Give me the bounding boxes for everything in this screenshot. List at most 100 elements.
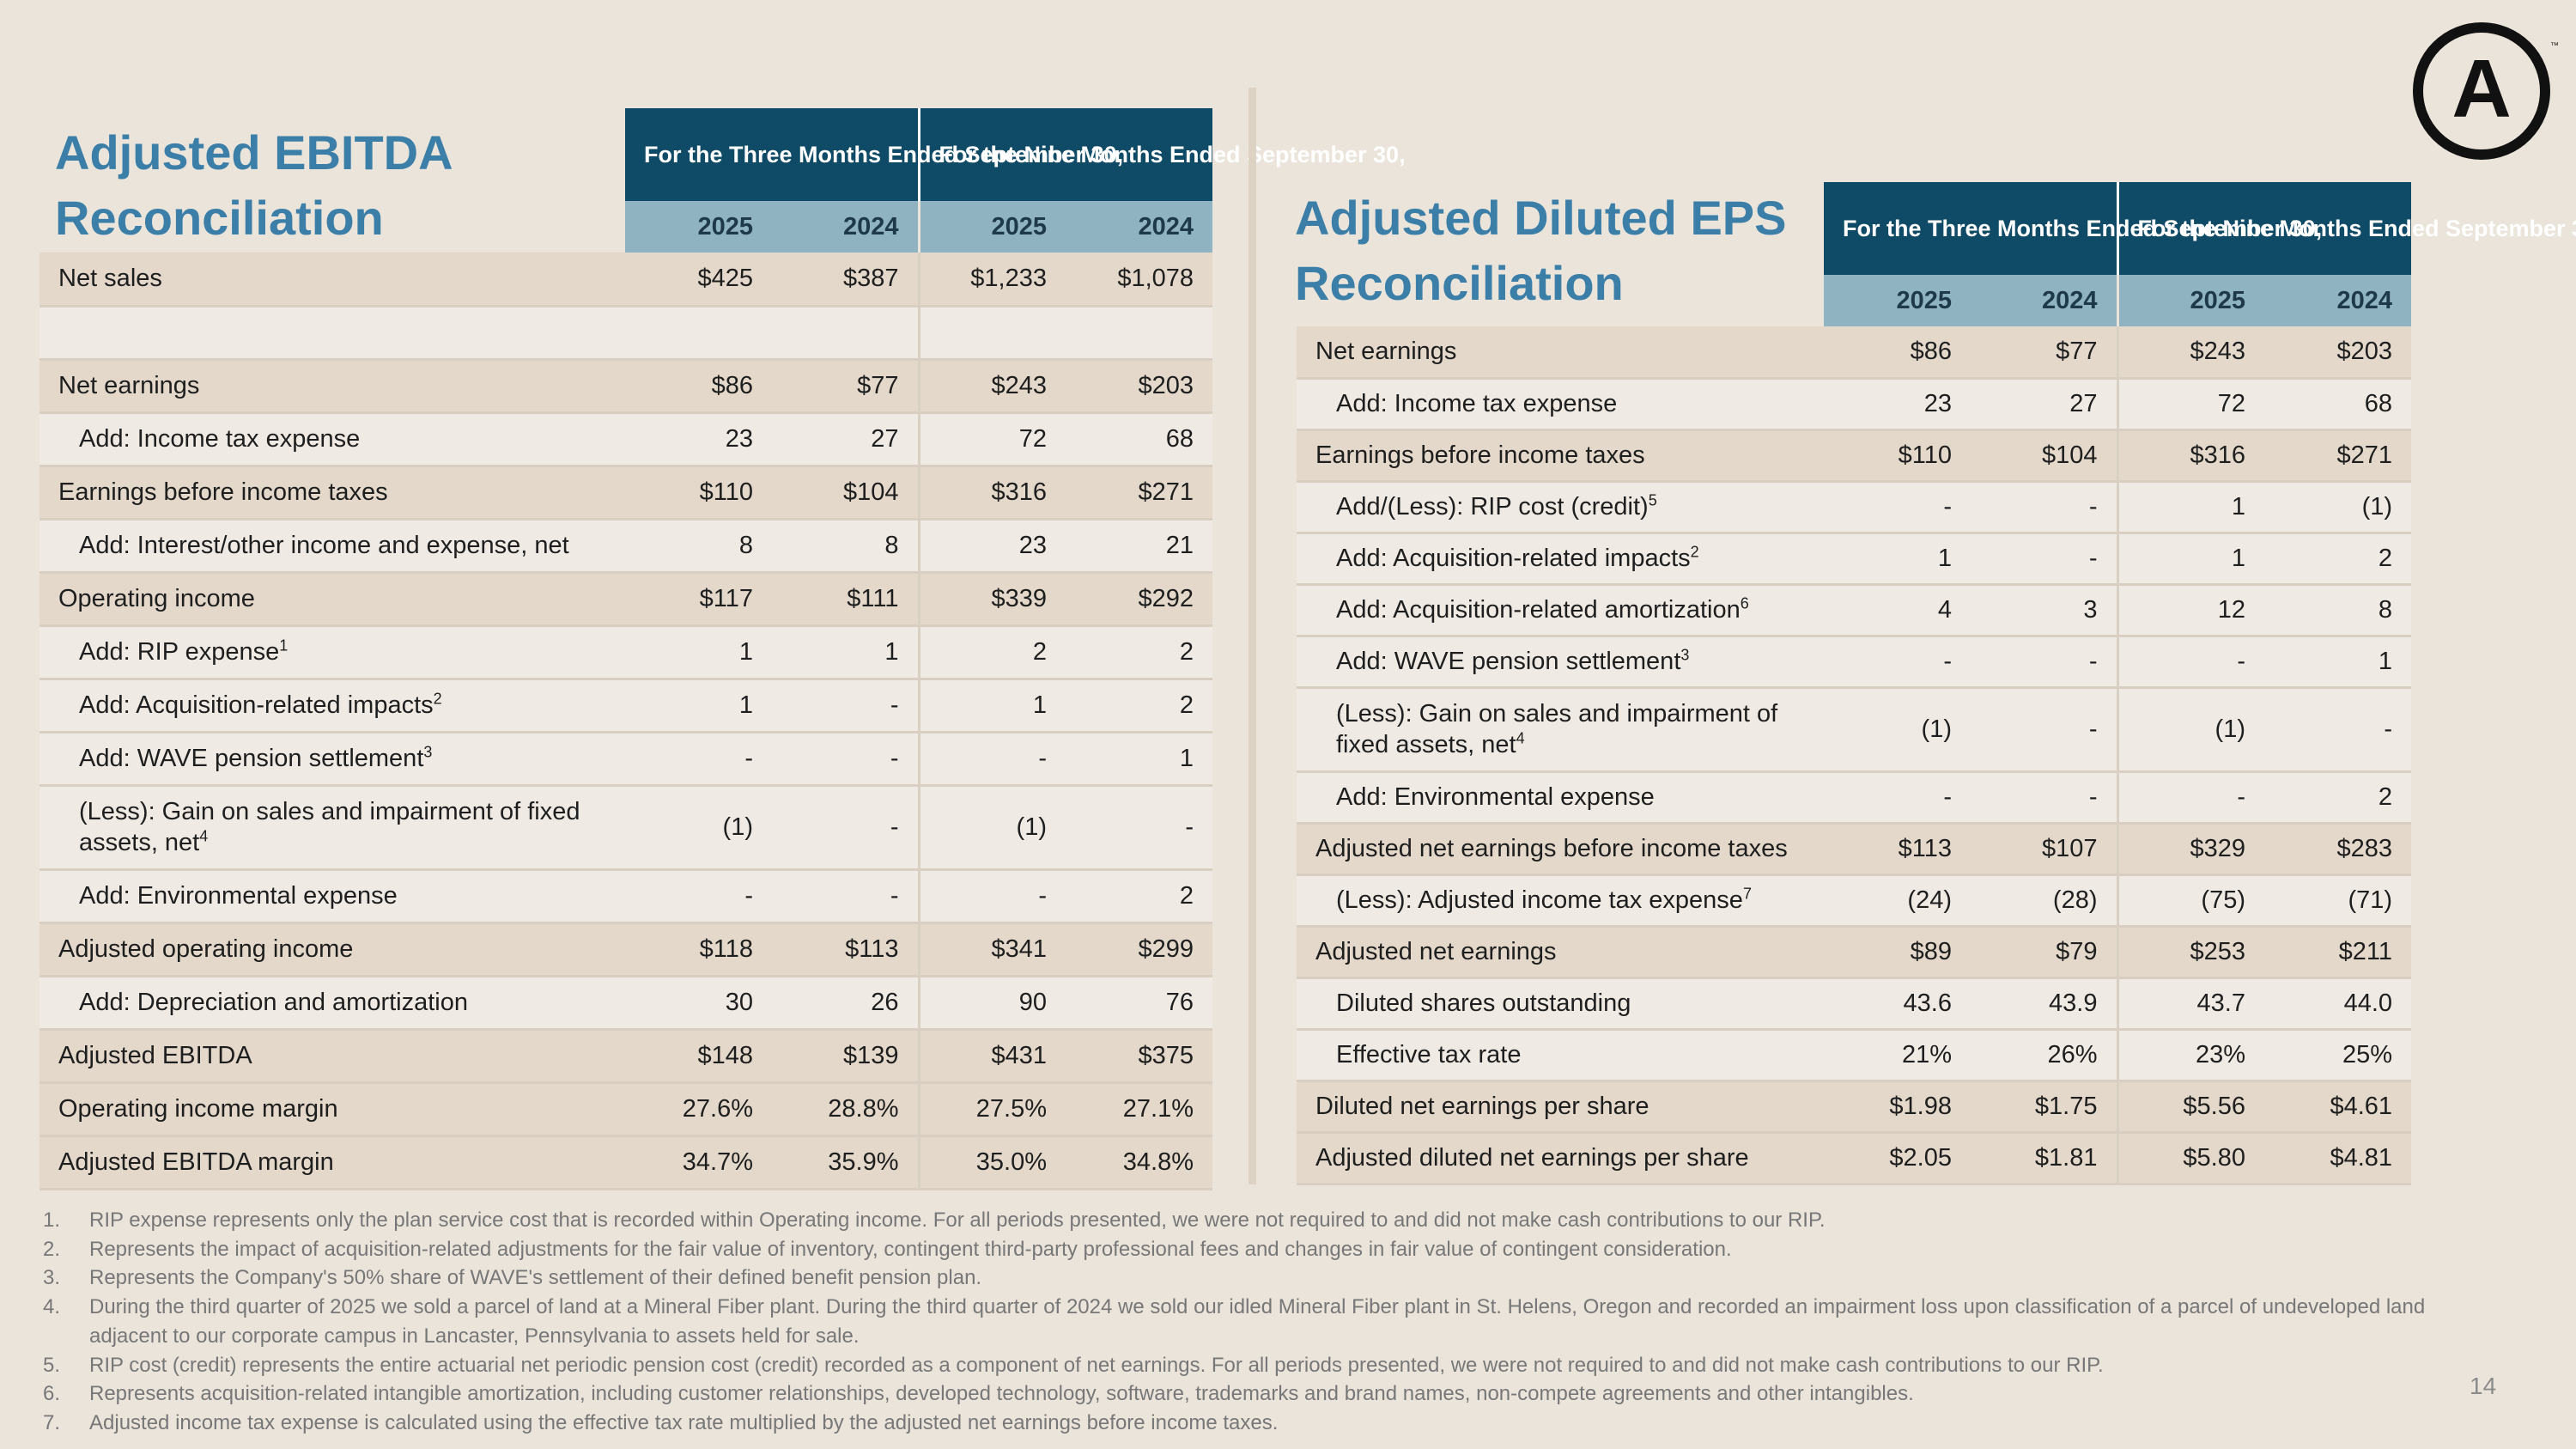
cell-value: $79 bbox=[1971, 926, 2117, 979]
eps-year-header: 2024 bbox=[2264, 275, 2412, 326]
cell-value: - bbox=[2116, 636, 2264, 689]
footnote-item: 4. During the third quarter of 2025 we so… bbox=[43, 1293, 2499, 1350]
table-row: (Less): Gain on sales and impairment of … bbox=[39, 785, 1213, 871]
cell-value: $4.81 bbox=[2264, 1132, 2412, 1185]
footnote-number: 4. bbox=[43, 1295, 61, 1319]
cell-value: 2 bbox=[1066, 679, 1213, 734]
footnote-ref: 2 bbox=[433, 689, 442, 707]
cell-value: $107 bbox=[1971, 823, 2117, 876]
footnote-item: 1. RIP expense represents only the plan s… bbox=[43, 1206, 2499, 1235]
row-label: Add: Interest/other income and expense, … bbox=[39, 519, 625, 574]
cell-value: (24) bbox=[1824, 874, 1971, 928]
table-row: Net earnings $86 $77 $243 $203 bbox=[1297, 326, 2412, 380]
row-label: Add: Environmental expense bbox=[1297, 771, 1824, 825]
table-row: Add: WAVE pension settlement3- - -1 bbox=[1297, 636, 2412, 689]
table-row: Add/(Less): RIP cost (credit)5- -1 (1) bbox=[1297, 481, 2412, 534]
table-row: Adjusted EBITDA margin 34.7% 35.9% 35.0% 34.… bbox=[39, 1135, 1213, 1190]
row-label: Add: Environmental expense bbox=[39, 869, 625, 924]
row-label: (Less): Gain on sales and impairment of … bbox=[39, 785, 625, 871]
cell-value: $117 bbox=[625, 572, 772, 627]
cell-value: - bbox=[1971, 533, 2117, 586]
footnote-text: Represents acquisition-related intangibl… bbox=[89, 1382, 1914, 1406]
cell-value: (1) bbox=[2116, 687, 2264, 773]
table-row: Add: Acquisition-related impacts2 1-1 2 bbox=[39, 679, 1213, 734]
column-divider bbox=[1249, 88, 1256, 1184]
cell-value: (28) bbox=[1971, 874, 2117, 928]
cell-value: - bbox=[1971, 481, 2117, 534]
row-label: Operating income bbox=[39, 572, 625, 627]
table-row: Net earnings $86 $77 $243 $203 bbox=[39, 359, 1213, 414]
cell-value: 1 bbox=[917, 679, 1066, 734]
cell-value: $139 bbox=[772, 1029, 919, 1084]
row-label: Net sales bbox=[39, 253, 625, 307]
table-row: (Less): Gain on sales and impairment of … bbox=[1297, 687, 2412, 773]
ebitda-year-header: 2024 bbox=[772, 201, 919, 253]
cell-value: 28.8% bbox=[772, 1082, 919, 1137]
table-row: Earnings before income taxes $110 $104 $316… bbox=[1297, 429, 2412, 483]
cell-value: 27 bbox=[772, 412, 919, 467]
cell-value: 2 bbox=[1066, 625, 1213, 680]
cell-value: 25% bbox=[2264, 1029, 2412, 1082]
cell-value: - bbox=[2116, 771, 2264, 825]
row-label: Adjusted net earnings bbox=[1297, 926, 1824, 979]
cell-value: - bbox=[625, 732, 772, 787]
row-label: Earnings before income taxes bbox=[39, 466, 625, 521]
cell-value: 23 bbox=[625, 412, 772, 467]
eps-year-header: 2025 bbox=[1824, 275, 1971, 326]
cell-value: $316 bbox=[917, 466, 1066, 521]
table-row: Operating income margin 27.6% 28.8% 27.5% 27… bbox=[39, 1082, 1213, 1137]
cell-value: 34.8% bbox=[1066, 1135, 1213, 1190]
cell-value: $1.81 bbox=[1971, 1132, 2117, 1185]
trademark-symbol: ™ bbox=[2550, 41, 2559, 51]
cell-value: $1,078 bbox=[1066, 253, 1213, 307]
cell-value: - bbox=[772, 679, 919, 734]
footnote-ref: 5 bbox=[1648, 490, 1657, 508]
footnotes: 1. RIP expense represents only the plan s… bbox=[43, 1206, 2499, 1438]
cell-value: $113 bbox=[1824, 823, 1971, 876]
cell-value: (1) bbox=[2264, 481, 2412, 534]
table-row: Operating income $117 $111 $339 $292 bbox=[39, 572, 1213, 627]
footnote-item: 6. Represents acquisition-related intangi… bbox=[43, 1379, 2499, 1409]
footnote-number: 3. bbox=[43, 1266, 61, 1290]
ebitda-table: For the Three Months Ended September 30,… bbox=[39, 108, 1406, 1190]
cell-value: 23 bbox=[1824, 378, 1971, 431]
footnote-ref: 7 bbox=[1742, 884, 1752, 902]
table-row: Diluted net earnings per share $1.98 $1.75… bbox=[1297, 1081, 2412, 1134]
row-label: (Less): Gain on sales and impairment of … bbox=[1297, 687, 1824, 773]
cell-value: - bbox=[1971, 687, 2117, 773]
cell-value: - bbox=[1824, 481, 1971, 534]
cell-value: 3 bbox=[1971, 584, 2117, 637]
cell-value: $339 bbox=[917, 572, 1066, 627]
cell-value: (1) bbox=[1824, 687, 1971, 773]
row-label: Add: Depreciation and amortization bbox=[39, 976, 625, 1031]
cell-value: $431 bbox=[917, 1029, 1066, 1084]
cell-value: $104 bbox=[1971, 429, 2117, 483]
cell-value: $77 bbox=[772, 359, 919, 414]
cell-value: $86 bbox=[625, 359, 772, 414]
cell-value: $299 bbox=[1066, 922, 1213, 977]
cell-value: $118 bbox=[625, 922, 772, 977]
cell-value bbox=[625, 306, 772, 361]
table-row: Adjusted EBITDA $148 $139 $431 $375 bbox=[39, 1029, 1213, 1084]
eps-three-months-header: For the Three Months Ended September 30, bbox=[1824, 182, 2322, 275]
cell-value: 43.6 bbox=[1824, 977, 1971, 1031]
cell-value: 68 bbox=[2264, 378, 2412, 431]
cell-value: $271 bbox=[1066, 466, 1213, 521]
row-label: Diluted shares outstanding bbox=[1297, 977, 1824, 1031]
cell-value: 1 bbox=[2264, 636, 2412, 689]
ebitda-nine-months-header: For the Nine Months Ended September 30, bbox=[917, 108, 1406, 201]
cell-value: $110 bbox=[1824, 429, 1971, 483]
table-row: Add: Income tax expense 23 27 72 68 bbox=[39, 412, 1213, 467]
row-label: Net earnings bbox=[39, 359, 625, 414]
cell-value: $2.05 bbox=[1824, 1132, 1971, 1185]
cell-value: $292 bbox=[1066, 572, 1213, 627]
cell-value: 2 bbox=[2264, 771, 2412, 825]
page-number: 14 bbox=[2470, 1373, 2497, 1399]
table-row: (Less): Adjusted income tax expense7 (24)… bbox=[1297, 874, 2412, 928]
row-label: Adjusted operating income bbox=[39, 922, 625, 977]
footnote-text: RIP cost (credit) represents the entire … bbox=[89, 1353, 2104, 1377]
row-label: Adjusted diluted net earnings per share bbox=[1297, 1132, 1824, 1185]
cell-value: $387 bbox=[772, 253, 919, 307]
cell-value: - bbox=[1824, 636, 1971, 689]
cell-value: 1 bbox=[2116, 533, 2264, 586]
